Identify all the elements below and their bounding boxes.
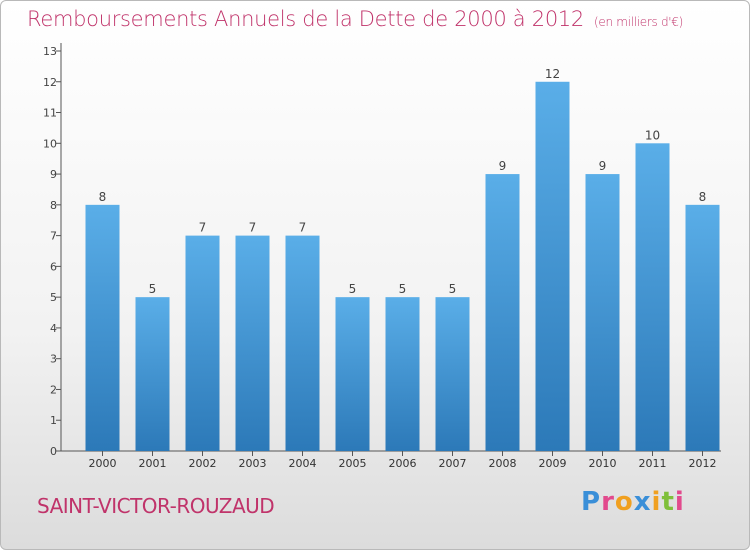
logo-letter: i (651, 487, 662, 517)
title-text: Remboursements Annuels de la Dette de 20… (27, 7, 584, 31)
y-tick-label: 9 (50, 168, 57, 181)
bar (335, 297, 370, 451)
y-tick-label: 11 (43, 107, 57, 120)
data-label: 9 (499, 159, 507, 173)
x-tick-label: 2010 (589, 457, 617, 470)
bar (535, 81, 570, 452)
bar (235, 235, 270, 451)
bar (485, 174, 520, 452)
x-tick-label: 2005 (339, 457, 367, 470)
x-tick-label: 2006 (389, 457, 417, 470)
data-label: 12 (545, 67, 560, 81)
x-tick-label: 2003 (239, 457, 267, 470)
bar (585, 174, 620, 452)
city-name: SAINT-VICTOR-ROUZAUD (37, 494, 275, 518)
x-tick-label: 2011 (639, 457, 667, 470)
logo-letter: i (674, 487, 685, 517)
y-tick-label: 2 (50, 383, 57, 396)
x-tick-label: 2001 (139, 457, 167, 470)
y-tick-label: 4 (50, 322, 57, 335)
bar (435, 297, 470, 451)
logo-letter: P (581, 487, 602, 517)
y-tick-label: 8 (50, 199, 57, 212)
data-label: 5 (449, 282, 457, 296)
y-tick-label: 7 (50, 230, 57, 243)
logo-letter: x (633, 487, 652, 517)
proxiti-logo: Proxiti (581, 487, 685, 517)
y-tick-label: 12 (43, 76, 57, 89)
chart-title: Remboursements Annuels de la Dette de 20… (27, 7, 683, 31)
bar (185, 235, 220, 451)
bar (635, 143, 670, 452)
bar (685, 204, 720, 451)
y-tick-label: 3 (50, 353, 57, 366)
x-tick-label: 2004 (289, 457, 317, 470)
logo-letter: o (614, 487, 634, 517)
data-label: 5 (149, 282, 157, 296)
x-tick-label: 2008 (489, 457, 517, 470)
unit-label: (en milliers d'€) (594, 15, 684, 29)
data-label: 7 (199, 221, 207, 235)
bar (135, 297, 170, 451)
logo-letter: t (661, 487, 675, 517)
bar (85, 204, 120, 451)
x-tick-label: 2012 (689, 457, 717, 470)
data-label: 10 (645, 128, 660, 142)
data-label: 8 (99, 190, 107, 204)
y-tick-label: 0 (50, 445, 57, 458)
data-label: 5 (399, 282, 407, 296)
y-tick-label: 10 (43, 137, 57, 150)
y-tick-label: 1 (50, 414, 57, 427)
y-tick-label: 5 (50, 291, 57, 304)
data-label: 8 (699, 190, 707, 204)
y-tick-label: 6 (50, 260, 57, 273)
x-tick-label: 2009 (539, 457, 567, 470)
data-label: 5 (349, 282, 357, 296)
y-tick-label: 13 (43, 45, 57, 58)
x-tick-label: 2000 (89, 457, 117, 470)
bar (285, 235, 320, 451)
bar (385, 297, 420, 451)
x-tick-label: 2007 (439, 457, 467, 470)
logo-letter: r (601, 487, 615, 517)
data-label: 9 (599, 159, 607, 173)
x-tick-label: 2002 (189, 457, 217, 470)
data-label: 7 (249, 221, 257, 235)
data-label: 7 (299, 221, 307, 235)
